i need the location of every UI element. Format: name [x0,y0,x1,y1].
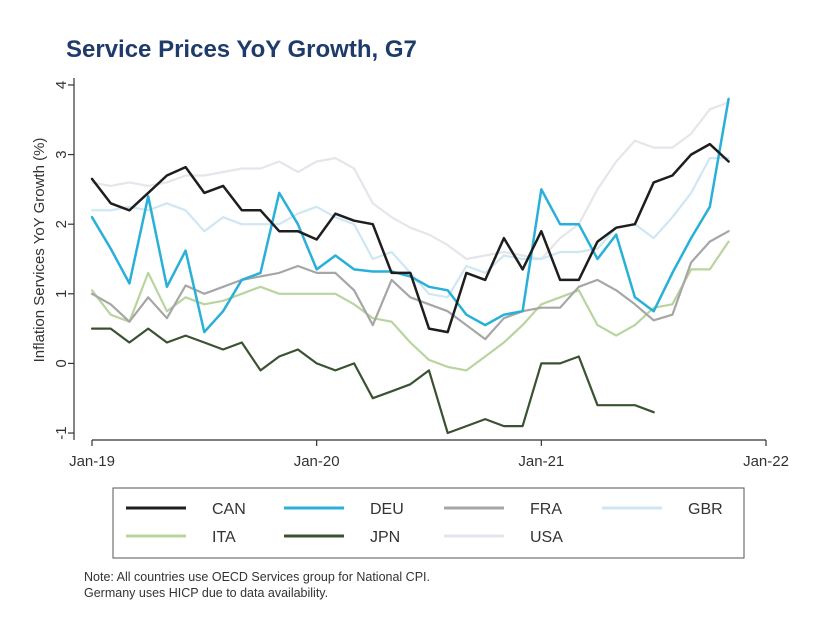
legend-label: GBR [688,501,723,518]
y-axis-label: Inflation Services YoY Growth (%) [31,138,48,363]
series-line-can [90,142,730,334]
legend-label: ITA [212,529,236,546]
y-tick-label: 0 [53,359,70,367]
legend-label: FRA [530,501,562,518]
series-line-jpn [90,327,655,435]
legend-item-jpn: JPN [284,529,400,546]
legend-label: USA [530,529,563,546]
series-line-fra [90,230,730,341]
legend-item-can: CAN [126,501,246,518]
x-tick-label: Jan-21 [518,453,564,470]
legend-item-ita: ITA [126,529,236,546]
legend: CAN DEU FRA GBR ITA JPN USA [112,487,745,559]
x-tick-label: Jan-19 [69,453,115,470]
y-tick-label: -1 [53,426,70,439]
legend-item-deu: DEU [284,501,404,518]
legend-label: JPN [370,529,400,546]
x-tick-label: Jan-20 [294,453,340,470]
x-tick-label: Jan-22 [743,453,789,470]
legend-item-fra: FRA [444,501,562,518]
chart-title: Service Prices YoY Growth, G7 [66,36,417,63]
legend-item-gbr: GBR [602,501,723,518]
plot-area: -1 0 1 2 3 4 Jan-19 Jan-20 Jan-21 Jan-22 [53,78,789,470]
legend-label: CAN [212,501,246,518]
series-line-usa [90,101,730,261]
y-tick-label: 1 [53,290,70,298]
legend-box [112,487,745,559]
legend-label: DEU [370,501,404,518]
legend-item-usa: USA [444,529,563,546]
y-tick-label: 3 [53,150,70,158]
note-line-2: Germany uses HICP due to data availabili… [84,586,329,600]
note-line-1: Note: All countries use OECD Services gr… [84,570,430,584]
y-tick-label: 2 [53,220,70,228]
y-tick-label: 4 [53,81,70,89]
